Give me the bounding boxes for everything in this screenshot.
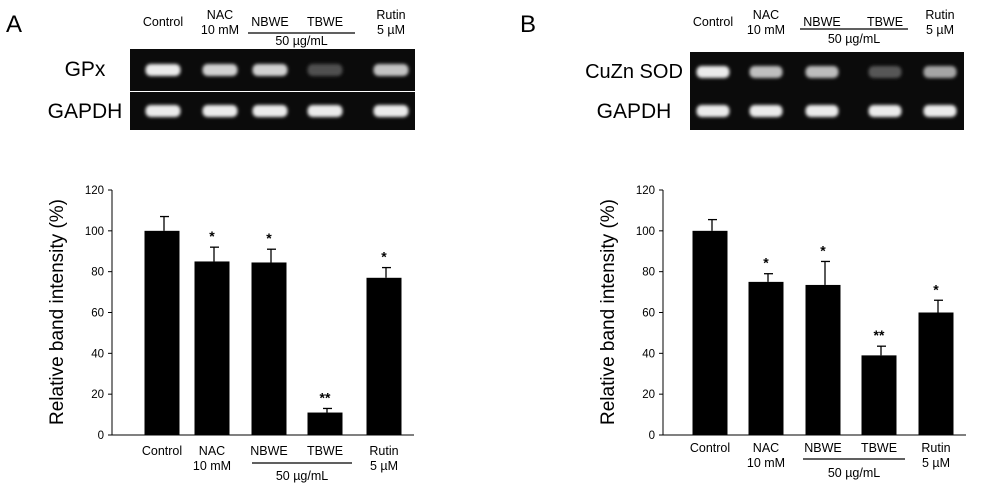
x-tick-label: Rutin bbox=[921, 441, 950, 455]
bar bbox=[918, 312, 954, 435]
y-tick-label: 100 bbox=[85, 226, 104, 238]
gel-band bbox=[307, 105, 343, 117]
y-tick-label: 80 bbox=[91, 267, 104, 279]
gel-band bbox=[145, 105, 181, 117]
gel-row-label: GAPDH bbox=[597, 100, 672, 123]
gel-header-label: NBWE bbox=[803, 15, 841, 29]
significance-marker: ** bbox=[320, 389, 331, 405]
gel-band bbox=[805, 105, 839, 117]
y-tick-label: 120 bbox=[85, 185, 104, 197]
significance-marker: * bbox=[763, 255, 769, 271]
gel-header-label: TBWE bbox=[307, 15, 343, 29]
y-tick-label: 60 bbox=[642, 308, 655, 320]
bar-chart: 0 20 40 60 80 100 120 Relative band intensity (… bbox=[598, 185, 966, 480]
x-tick-label: NAC bbox=[753, 441, 779, 455]
y-tick-label: 0 bbox=[98, 430, 104, 442]
gel-band bbox=[868, 105, 902, 117]
gel-row-label: GPx bbox=[65, 58, 106, 81]
x-tick-label: TBWE bbox=[861, 441, 897, 455]
gel-band bbox=[252, 64, 288, 76]
x-tick-label: Control bbox=[690, 441, 730, 455]
bar bbox=[748, 281, 784, 435]
gel-band bbox=[145, 64, 181, 76]
y-tick-label: 80 bbox=[642, 267, 655, 279]
x-tick-label: 10 mM bbox=[747, 456, 785, 470]
y-tick-label: 100 bbox=[636, 226, 655, 238]
bar bbox=[194, 261, 230, 435]
bar bbox=[805, 284, 841, 435]
y-tick-label: 40 bbox=[91, 348, 104, 360]
gel-band bbox=[923, 105, 957, 117]
gel-band bbox=[252, 105, 288, 117]
significance-marker: * bbox=[933, 281, 939, 297]
gel-band bbox=[696, 66, 730, 78]
y-tick-label: 20 bbox=[91, 389, 104, 401]
significance-marker: * bbox=[381, 249, 387, 265]
bar-chart: 0 20 40 60 80 100 120 Relative band intensity (… bbox=[47, 185, 414, 483]
gel-group-label: 50 µg/mL bbox=[275, 34, 327, 48]
panel-letter: A bbox=[6, 11, 22, 38]
y-axis-label: Relative band intensity (%) bbox=[598, 199, 619, 425]
x-group-label: 50 µg/mL bbox=[276, 469, 328, 483]
gel-header-label: 10 mM bbox=[201, 23, 239, 37]
gel-band bbox=[868, 66, 902, 78]
gel-band bbox=[923, 66, 957, 78]
gel-band bbox=[307, 64, 343, 76]
gel-band bbox=[696, 105, 730, 117]
gel-row-label: GAPDH bbox=[48, 100, 123, 123]
gel-band bbox=[202, 64, 238, 76]
gel-band bbox=[805, 66, 839, 78]
gel-band bbox=[373, 64, 409, 76]
gel-header-label: NBWE bbox=[251, 15, 289, 29]
bar bbox=[307, 412, 343, 435]
y-tick-label: 40 bbox=[642, 348, 655, 360]
bar bbox=[861, 355, 897, 435]
gel-header-label: 5 µM bbox=[377, 23, 405, 37]
x-tick-label: 5 µM bbox=[370, 459, 398, 473]
y-tick-label: 0 bbox=[649, 430, 655, 442]
gel-header-label: Control bbox=[693, 15, 733, 29]
bar bbox=[144, 230, 180, 435]
significance-marker: * bbox=[266, 230, 272, 246]
significance-marker: * bbox=[820, 242, 826, 258]
x-tick-label: 5 µM bbox=[922, 456, 950, 470]
x-tick-label: NBWE bbox=[250, 444, 288, 458]
panel-letter: B bbox=[520, 11, 536, 38]
significance-marker: ** bbox=[874, 327, 885, 343]
gel-row-label: CuZn SOD bbox=[585, 61, 683, 83]
x-tick-label: Control bbox=[142, 444, 182, 458]
gel-header-label: NAC bbox=[753, 8, 779, 22]
gel-group-label: 50 µg/mL bbox=[828, 32, 880, 46]
y-tick-label: 60 bbox=[91, 308, 104, 320]
bar bbox=[366, 277, 402, 435]
gel-band bbox=[202, 105, 238, 117]
gel-header-label: Rutin bbox=[925, 8, 954, 22]
gel-band bbox=[749, 66, 783, 78]
gel-header-label: TBWE bbox=[867, 15, 903, 29]
gel-band bbox=[373, 105, 409, 117]
gel-header-label: 5 µM bbox=[926, 23, 954, 37]
bar bbox=[251, 262, 287, 435]
gel-header-label: Rutin bbox=[376, 8, 405, 22]
x-tick-label: NBWE bbox=[804, 441, 842, 455]
y-tick-label: 20 bbox=[642, 389, 655, 401]
gel-header-label: NAC bbox=[207, 8, 233, 22]
gel-header-label: 10 mM bbox=[747, 23, 785, 37]
gel-band bbox=[749, 105, 783, 117]
gel-header-label: Control bbox=[143, 15, 183, 29]
x-tick-label: TBWE bbox=[307, 444, 343, 458]
x-tick-label: 10 mM bbox=[193, 459, 231, 473]
y-tick-label: 120 bbox=[636, 185, 655, 197]
y-axis-label: Relative band intensity (%) bbox=[47, 199, 68, 425]
significance-marker: * bbox=[209, 228, 215, 244]
x-tick-label: Rutin bbox=[369, 444, 398, 458]
x-tick-label: NAC bbox=[199, 444, 225, 458]
x-group-label: 50 µg/mL bbox=[828, 466, 880, 480]
bar bbox=[692, 230, 728, 435]
